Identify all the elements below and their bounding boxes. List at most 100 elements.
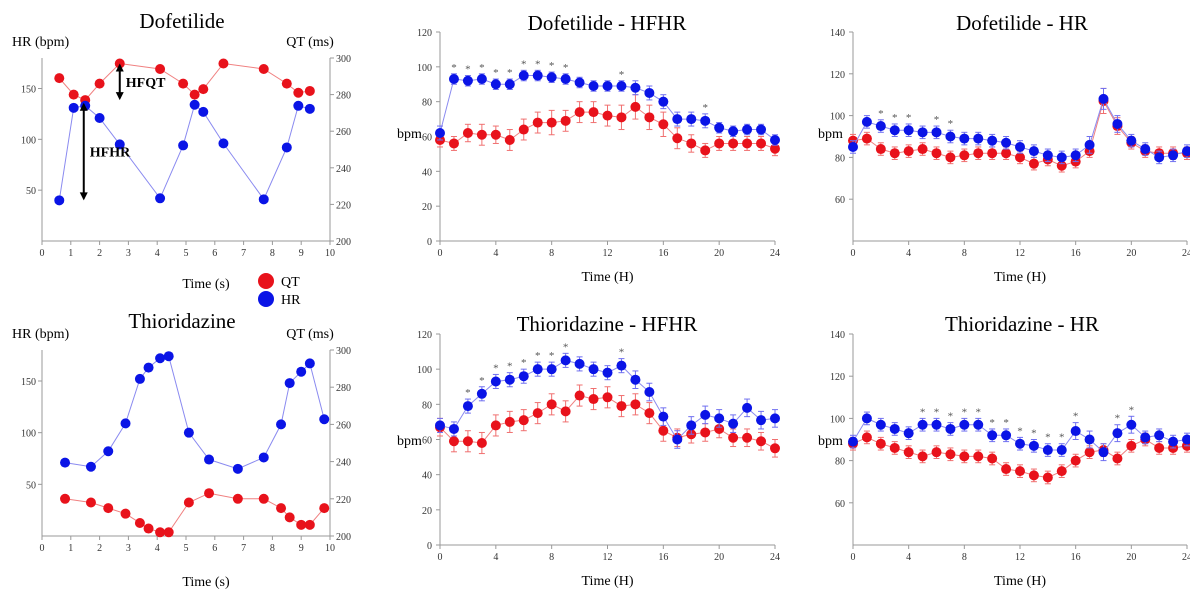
qt-point [448,138,459,149]
y-tick-label: 60 [422,436,432,447]
x-tick-label: 4 [155,543,160,554]
significance-star: * [493,362,499,374]
hr-point [490,376,501,387]
significance-star: * [934,406,940,418]
thioridazine-trace-chart: Thioridazine HR (bpm) QT (ms) Time (s) 0 1 2 3 4… [12,309,351,590]
y-tick-label: 80 [835,457,845,468]
hr-point [1140,144,1151,155]
qt-series-line [64,492,325,533]
x-tick-label: 8 [270,248,275,259]
qt-point [714,138,725,149]
hr-point [198,106,209,117]
qt-point [945,449,956,460]
hr-point [293,100,304,111]
y-tick-label: 60 [422,133,432,144]
significance-star: * [1129,404,1135,416]
qt-point [875,144,886,155]
hr-point [532,70,543,81]
y-right-tick-label: 300 [336,346,351,357]
x-tick-label: 8 [962,552,967,563]
y-tick-label: 140 [830,330,845,341]
hr-point [1028,440,1039,451]
significance-star: * [521,357,527,369]
hr-point [258,194,269,205]
significance-star: * [507,361,513,373]
hr-point [1154,430,1165,441]
hr-point [1112,428,1123,439]
significance-star: * [549,350,555,362]
y-right-tick-label: 260 [336,420,351,431]
x-tick-label: 16 [658,552,668,563]
x-tick-label: 2 [97,543,102,554]
qt-point [672,133,683,144]
qt-point [945,152,956,163]
hr-point [1028,146,1039,157]
hr-point [476,74,487,85]
hr-point [435,420,445,431]
qt-point [304,519,315,530]
hr-point [574,358,585,369]
hr-point [296,366,307,377]
y-left-tick-label: 100 [21,429,36,440]
qt-point [1015,152,1025,163]
x-tick-label: 0 [40,248,45,259]
y-right-tick-label: 240 [336,458,351,469]
qt-point [218,58,229,69]
hr-point [1042,445,1053,456]
y-right-tick-label: 240 [336,164,351,175]
x-tick-label: 3 [126,248,131,259]
y-axis-label: bpm [397,434,422,449]
significance-star: * [521,58,527,70]
significance-star: * [479,62,485,74]
significance-star: * [1059,432,1065,444]
hr-point [973,133,984,144]
x-tick-label: 10 [325,543,335,554]
significance-star: * [948,118,954,130]
x-tick-label: 8 [549,248,554,259]
hr-point [728,126,739,137]
legend-hr-marker [258,291,274,307]
y-tick-label: 80 [422,400,432,411]
qt-point [476,129,487,140]
qt-point [85,497,96,508]
hr-point [304,103,315,114]
x-tick-label: 6 [212,543,217,554]
qt-point [973,148,984,159]
hr-point [889,125,900,136]
qt-point [588,394,599,405]
x-tick-label: 8 [962,248,967,259]
qt-point [68,89,79,100]
hr-point [686,114,697,125]
x-tick-label: 12 [603,552,613,563]
x-tick-label: 4 [906,248,911,259]
hr-point [1182,146,1190,157]
qt-point [602,392,613,403]
hr-point [518,70,529,81]
y-tick-label: 120 [830,70,845,81]
qt-point [293,87,304,98]
x-tick-label: 0 [851,248,856,259]
qt-point [987,148,998,159]
hr-point [917,127,928,138]
significance-star: * [1045,432,1051,444]
qt-point [1070,455,1081,466]
hr-point [728,418,739,429]
significance-star: * [535,58,541,70]
hr-point [945,423,956,434]
hr-point [1098,447,1109,458]
y-tick-label: 20 [422,506,432,517]
qt-point [616,401,627,412]
qt-point [143,523,154,534]
y-tick-label: 60 [835,195,845,206]
y-tick-label: 20 [422,202,432,213]
hr-point [686,420,697,431]
y-left-tick-label: 50 [26,480,36,491]
x-tick-label: 2 [97,248,102,259]
qt-point [1126,440,1137,451]
hr-point [218,138,229,149]
y-axis-right-label: QT (ms) [286,35,334,50]
hr-point [103,446,114,457]
x-axis-label: Time (H) [994,270,1046,285]
hr-point [448,74,459,85]
